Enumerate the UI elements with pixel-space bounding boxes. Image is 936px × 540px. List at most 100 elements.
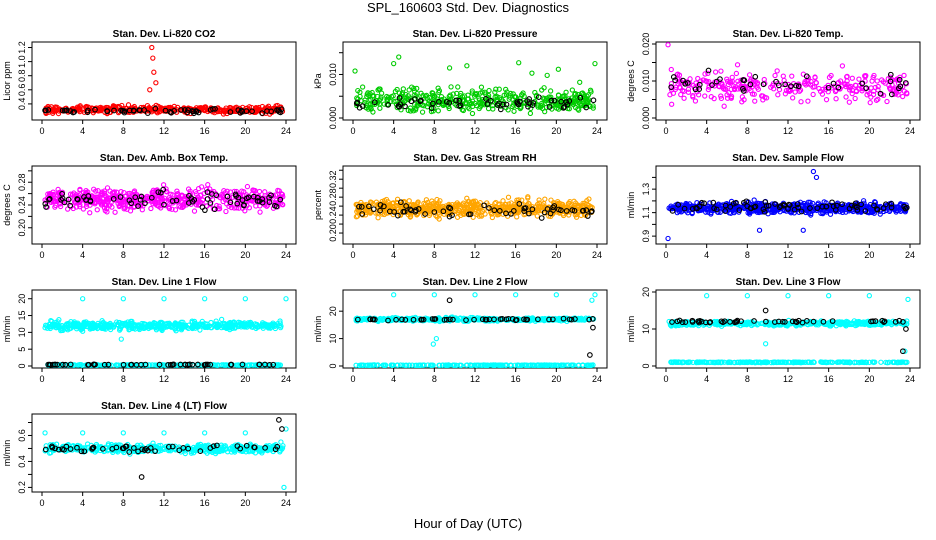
data-point: [116, 319, 123, 326]
data-point: [93, 194, 99, 200]
data-point: [492, 362, 498, 368]
data-point: [881, 208, 887, 215]
data-point: [813, 174, 820, 181]
data-point: [65, 196, 72, 203]
data-point: [550, 204, 556, 211]
data-point: [412, 208, 419, 215]
data-point: [505, 194, 512, 200]
data-point: [897, 74, 903, 80]
data-points: [665, 168, 910, 242]
data-point: [280, 202, 286, 208]
data-point: [681, 95, 687, 101]
data-point: [185, 186, 192, 192]
data-point: [46, 196, 53, 202]
x-tick-label: 8: [121, 126, 126, 136]
data-point: [754, 84, 760, 90]
data-point: [391, 98, 397, 105]
data-point: [434, 196, 440, 203]
data-point: [721, 103, 727, 109]
data-point: [551, 97, 558, 104]
data-point: [245, 194, 252, 201]
data-point: [412, 362, 418, 368]
data-point: [880, 79, 887, 85]
x-tick-label: 20: [551, 374, 561, 384]
data-point: [469, 110, 476, 117]
data-point: [204, 196, 211, 202]
data-point: [57, 203, 64, 210]
data-point: [61, 199, 68, 206]
data-point: [421, 362, 427, 368]
data-point: [560, 315, 567, 322]
data-point: [902, 80, 909, 86]
data-point: [53, 319, 59, 325]
data-point: [835, 84, 842, 91]
data-point: [443, 316, 450, 323]
data-point: [273, 200, 279, 206]
data-point: [436, 362, 442, 368]
data-point: [515, 101, 522, 108]
data-point: [440, 208, 447, 215]
data-point: [742, 203, 748, 209]
data-point: [555, 206, 562, 213]
data-point: [526, 210, 532, 217]
data-point: [205, 182, 211, 188]
data-point: [192, 188, 199, 195]
x-tick-label: 8: [745, 374, 750, 384]
data-point: [231, 188, 238, 194]
data-point: [256, 188, 263, 195]
data-point: [854, 207, 861, 213]
plot-frame: [655, 289, 921, 369]
data-point: [156, 203, 162, 209]
data-point: [492, 89, 498, 95]
data-point: [54, 361, 61, 368]
data-point: [887, 71, 894, 78]
data-point: [115, 103, 121, 110]
data-point: [223, 208, 229, 215]
data-point: [503, 92, 510, 98]
data-point: [566, 98, 573, 104]
data-point: [193, 108, 199, 114]
x-tick-label: 24: [281, 250, 291, 260]
data-point: [844, 78, 850, 84]
data-point: [473, 102, 480, 109]
data-point: [590, 103, 596, 109]
data-point: [432, 316, 439, 322]
data-point: [471, 316, 477, 323]
data-point: [419, 109, 426, 115]
data-point: [409, 362, 415, 368]
data-point: [137, 325, 143, 331]
y-axis-label: percent: [313, 189, 323, 220]
data-point: [430, 200, 436, 207]
data-point: [676, 72, 683, 78]
data-point: [563, 208, 570, 214]
data-point: [384, 93, 390, 100]
data-point: [401, 208, 408, 215]
data-point: [479, 316, 486, 323]
data-points: [353, 194, 595, 222]
data-point: [105, 361, 112, 368]
data-point: [436, 88, 443, 94]
data-point: [266, 191, 273, 197]
x-tick-label: 16: [511, 250, 521, 260]
data-point: [493, 86, 499, 92]
data-point: [805, 75, 812, 81]
data-point: [48, 318, 54, 324]
data-point: [375, 201, 381, 208]
y-axis-label: ml/min: [2, 316, 12, 343]
data-point: [193, 202, 200, 208]
data-point: [256, 104, 262, 111]
data-point: [217, 107, 223, 113]
data-point: [752, 98, 758, 104]
data-point: [208, 319, 214, 326]
data-point: [204, 361, 211, 368]
x-tick-label: 8: [745, 250, 750, 260]
data-point: [807, 205, 813, 211]
data-point: [456, 103, 463, 109]
data-point: [478, 84, 485, 90]
data-point: [182, 361, 189, 368]
data-point: [684, 80, 691, 86]
data-point: [800, 203, 806, 209]
data-point: [142, 361, 149, 368]
data-point: [82, 320, 88, 326]
data-point: [512, 317, 519, 324]
